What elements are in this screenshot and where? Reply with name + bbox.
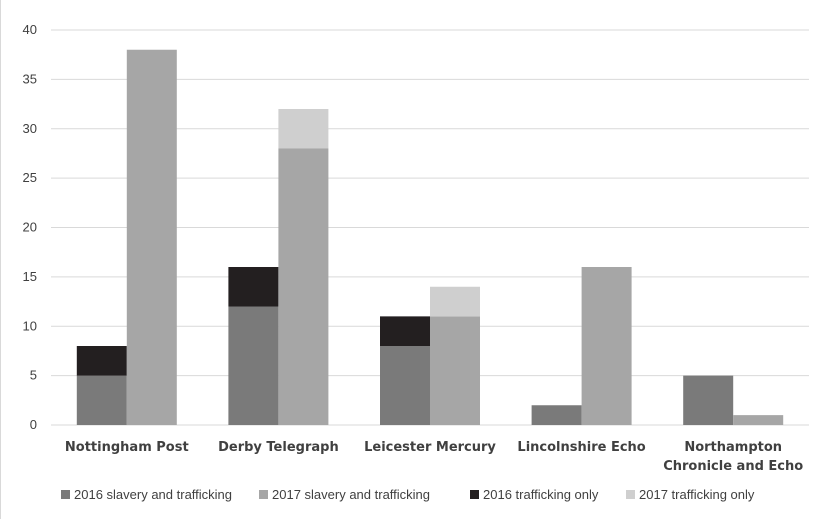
x-category-label: Chronicle and Echo (663, 459, 803, 474)
y-tick-label: 10 (23, 318, 37, 333)
legend-swatch (259, 490, 268, 499)
y-tick-label: 40 (23, 22, 37, 37)
x-category-label: Leicester Mercury (364, 440, 496, 455)
legend-swatch (470, 490, 479, 499)
bar-2017-slavery-and-trafficking (430, 316, 480, 425)
y-tick-label: 25 (23, 170, 37, 185)
legend-swatch (626, 490, 635, 499)
x-category-label: Derby Telegraph (218, 440, 339, 455)
y-tick-label: 30 (23, 121, 37, 136)
y-tick-label: 35 (23, 71, 37, 86)
y-tick-label: 0 (30, 417, 37, 432)
legend-item: 2017 slavery and trafficking (259, 487, 430, 502)
bar-2016-slavery-and-trafficking (683, 375, 734, 425)
bar-2016-slavery-and-trafficking (380, 346, 430, 425)
y-tick-label: 15 (23, 269, 37, 284)
legend-label: 2017 trafficking only (639, 487, 755, 502)
bar-2017-trafficking-only (430, 286, 480, 317)
x-category-label: Lincolnshire Echo (517, 440, 645, 455)
bar-2016-slavery-and-trafficking (228, 306, 279, 425)
bar-2017-slavery-and-trafficking (581, 267, 632, 425)
bar-2016-trafficking-only (228, 267, 279, 307)
legend-item: 2016 slavery and trafficking (61, 487, 232, 502)
legend-label: 2016 trafficking only (483, 487, 599, 502)
bar-2017-slavery-and-trafficking (278, 148, 329, 425)
bar-2016-slavery-and-trafficking (531, 405, 582, 425)
y-tick-label: 5 (30, 368, 37, 383)
legend-label: 2017 slavery and trafficking (272, 487, 430, 502)
legend-label: 2016 slavery and trafficking (74, 487, 232, 502)
legend-item: 2017 trafficking only (626, 487, 755, 502)
bar-2017-trafficking-only (278, 109, 329, 149)
x-category-label: Nottingham Post (65, 440, 189, 455)
legend-swatch (61, 490, 70, 499)
x-category-label: Northampton (684, 440, 782, 455)
y-tick-label: 20 (23, 220, 37, 235)
bar-2017-slavery-and-trafficking (733, 415, 784, 425)
bar-2016-trafficking-only (380, 316, 430, 346)
bar-2016-slavery-and-trafficking (76, 375, 127, 425)
legend-item: 2016 trafficking only (470, 487, 599, 502)
bar-2016-trafficking-only (76, 346, 127, 376)
bar-2017-slavery-and-trafficking (126, 49, 177, 425)
